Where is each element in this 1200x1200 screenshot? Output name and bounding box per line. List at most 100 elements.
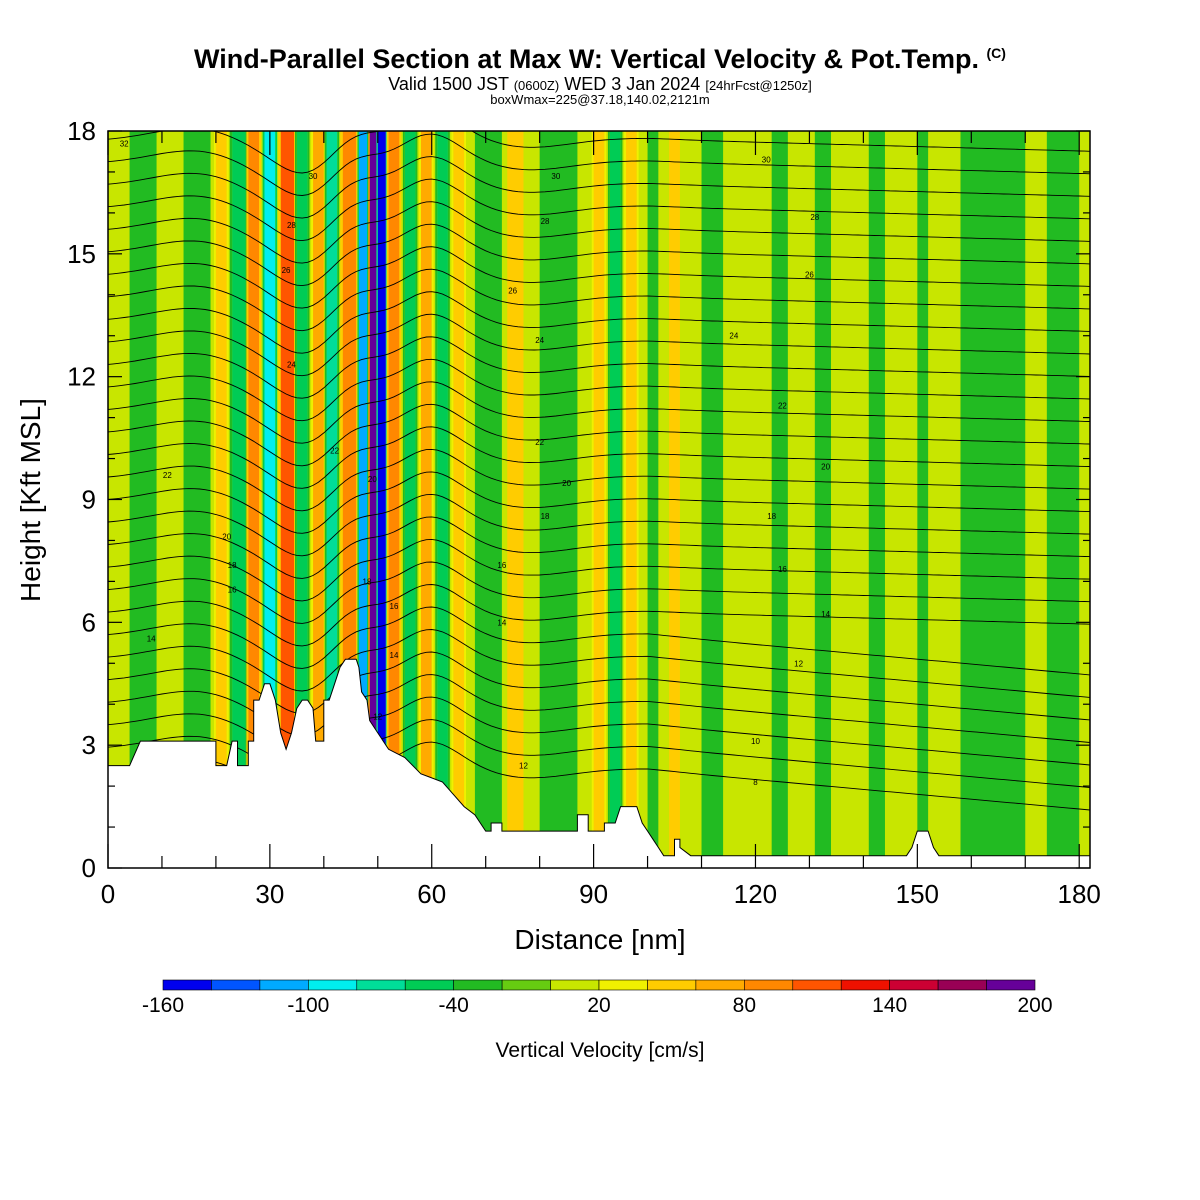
vv-band-edge (259, 131, 261, 868)
vv-band-edge (385, 131, 388, 868)
theta-contour (108, 493, 1090, 557)
colorbar-tick-label: -160 (142, 994, 184, 1017)
theta-contour (108, 358, 1090, 422)
x-tick-label: 0 (101, 879, 115, 909)
vv-band-edge (451, 131, 454, 868)
contour-label: 20 (821, 463, 830, 472)
axes: 0 30 60 90 120 150 180 0 3 6 9 12 15 18 (67, 116, 1101, 909)
theta-contour (108, 291, 1090, 354)
vv-band (369, 131, 378, 868)
vv-band-edge (431, 131, 434, 868)
contour-label: 22 (778, 401, 787, 410)
colorbar-tick-label: -40 (438, 994, 468, 1017)
contour-label: 8 (753, 778, 758, 787)
vv-band-edge (278, 131, 281, 868)
vv-band-edge (419, 131, 421, 868)
vv-band (326, 131, 338, 868)
colorbar-swatch (598, 979, 648, 991)
colorbar-swatch (889, 979, 939, 991)
vv-band (868, 131, 885, 868)
theta-contour (108, 471, 1090, 534)
vv-band (388, 131, 400, 868)
vv-band (248, 131, 260, 868)
theta-contour (108, 133, 1090, 196)
vv-band-edge (607, 131, 610, 868)
contour-label: 16 (778, 565, 787, 574)
vv-band (593, 131, 605, 868)
vv-band-edge (214, 131, 216, 868)
x-tick-label: 90 (579, 879, 608, 909)
vv-band (404, 131, 416, 868)
contour-label: 28 (810, 213, 819, 222)
contour-label: 26 (508, 287, 517, 296)
theta-contour (108, 538, 1090, 602)
theta-contour (108, 336, 1090, 399)
plot-area: 32 30 28 26 24 22 20 18 16 14 12 30 28 26 24 22 20 18 16 14… (108, 131, 1090, 868)
contour-label: 30 (551, 172, 560, 181)
valid-time: Valid 1500 JST (388, 74, 509, 94)
forecast-info: [24hrFcst@1250z] (705, 78, 812, 93)
colorbar-swatch (308, 979, 358, 991)
vv-band (264, 131, 276, 868)
theta-contour (108, 156, 1090, 219)
y-tick-label: 12 (67, 362, 96, 392)
colorbar-swatch (211, 979, 261, 991)
y-tick-label: 6 (82, 607, 96, 637)
vv-band (358, 131, 367, 868)
colorbar-tick-label: -100 (287, 994, 329, 1017)
theta-contour (108, 131, 1090, 174)
vv-band-edge (229, 131, 233, 868)
valid-zulu: (0600Z) (513, 78, 560, 93)
contour-label: 14 (497, 618, 506, 627)
contour-label: 20 (368, 475, 377, 484)
contour-label: 14 (147, 635, 156, 644)
chart-title: Wind-Parallel Section at Max W: Vertical… (0, 44, 1200, 75)
contour-label: 16 (228, 586, 237, 595)
vv-band (507, 131, 524, 868)
contour-label: 18 (541, 512, 550, 521)
colorbar-swatch (744, 979, 794, 991)
contour-label: 14 (390, 651, 399, 660)
contour-label: 22 (163, 471, 172, 480)
contour-label: 16 (497, 561, 506, 570)
theta-contour (108, 516, 1090, 579)
theta-contour (108, 629, 1090, 698)
theta-contour (108, 381, 1090, 444)
x-tick-label: 150 (896, 879, 939, 909)
vv-band (701, 131, 724, 868)
colorbar-label: Vertical Velocity [cm/s] (496, 1039, 705, 1062)
terrain (108, 658, 1090, 868)
colorbar-swatch (647, 979, 697, 991)
vv-band-edge (415, 131, 418, 868)
vv-band-edge (275, 131, 278, 868)
theta-contour (108, 223, 1090, 287)
vv-band (313, 131, 324, 868)
contour-label: 28 (541, 217, 550, 226)
contour-label: 24 (535, 336, 544, 345)
vv-band-edge (435, 131, 438, 868)
vv-band-edge (262, 131, 265, 868)
title-text: Wind-Parallel Section at Max W: Vertical… (194, 44, 979, 74)
y-tick-label: 15 (67, 239, 96, 269)
colorbar-swatch (840, 979, 890, 991)
vv-band-edge (376, 131, 378, 868)
colorbar-swatch (453, 979, 503, 991)
contour-label: 24 (287, 360, 296, 369)
vv-band (917, 131, 929, 868)
contour-label: 16 (390, 602, 399, 611)
contour-label: 12 (794, 659, 803, 668)
contour-label: 28 (287, 221, 296, 230)
colorbar-tick-label: 20 (587, 994, 610, 1017)
vv-band-edge (357, 131, 359, 868)
theta-contour (108, 246, 1090, 309)
contour-label: 22 (535, 438, 544, 447)
colorbar-swatch (986, 979, 1036, 991)
colorbar-swatch (162, 979, 212, 991)
y-tick-label: 9 (82, 485, 96, 515)
vv-band (296, 131, 308, 868)
vv-band-edge (246, 131, 249, 868)
contour-label: 12 (373, 713, 382, 722)
theta-contour (108, 313, 1090, 377)
vv-band-edge (356, 131, 359, 868)
